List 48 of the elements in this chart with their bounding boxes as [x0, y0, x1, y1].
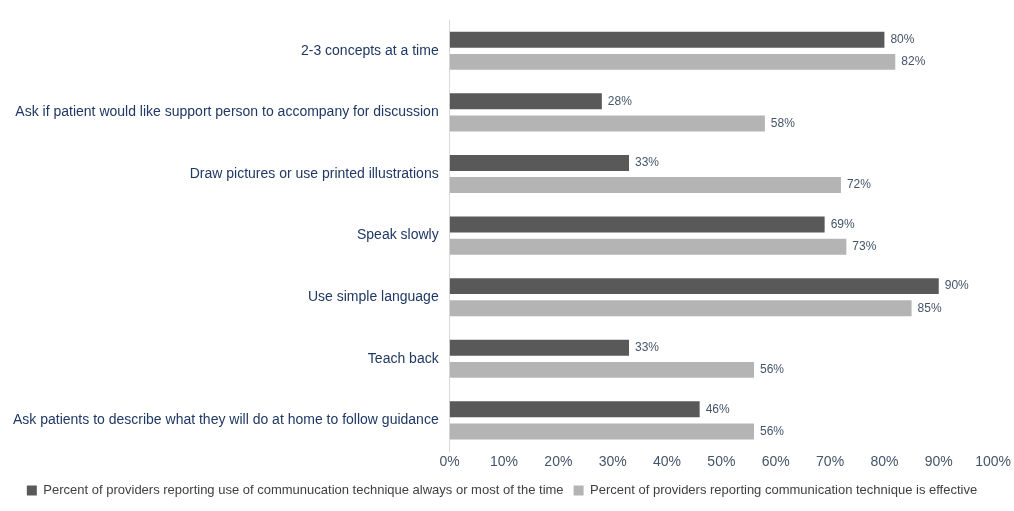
bar: [449, 154, 630, 171]
bar: [449, 278, 939, 295]
y-tick-label: 2-3 concepts at a time: [300, 41, 439, 58]
y-tick-label: Draw pictures or use printed illustrations: [189, 164, 439, 181]
x-tick-label: 40%: [653, 453, 682, 470]
data-label: 56%: [759, 362, 785, 377]
data-label: 58%: [770, 115, 796, 130]
data-label: 28%: [607, 93, 633, 108]
data-label: 85%: [917, 300, 942, 315]
bar: [449, 423, 754, 440]
bar: [449, 401, 700, 418]
y-tick-label: Speak slowly: [356, 226, 439, 243]
x-tick-label: 80%: [870, 453, 899, 470]
y-tick-label: Use simple language: [307, 288, 439, 305]
bar: [449, 339, 630, 356]
data-label: 90%: [944, 278, 970, 293]
x-tick-label: 100%: [975, 453, 1011, 470]
data-label: 56%: [759, 423, 785, 438]
bar: [449, 361, 754, 378]
data-label: 80%: [890, 32, 915, 47]
data-label: 33%: [635, 155, 660, 170]
bar: [449, 216, 825, 233]
x-tick-label: 60%: [761, 453, 790, 470]
data-label: 33%: [635, 340, 660, 355]
legend-label: Percent of providers reporting communication technique is effective: [590, 482, 978, 498]
data-label: 82%: [901, 54, 926, 69]
bar: [449, 238, 847, 255]
bar: [449, 53, 896, 70]
x-tick-label: 70%: [816, 453, 845, 470]
bar: [449, 93, 602, 110]
x-tick-label: 50%: [707, 453, 736, 470]
data-label: 73%: [852, 239, 877, 253]
bar: [449, 31, 885, 48]
data-label: 69%: [830, 216, 855, 231]
bar: [449, 177, 841, 194]
legend-label: Percent of providers reporting use of communucation technique always or most of the time: [43, 482, 564, 498]
data-label: 46%: [705, 401, 730, 416]
y-tick-label: Ask patients to describe what they will do at home to follow guidance: [12, 411, 439, 428]
x-tick-label: 20%: [544, 453, 573, 470]
bar: [449, 115, 765, 132]
bar: [449, 300, 912, 317]
data-label: 72%: [846, 177, 872, 192]
x-tick-label: 0%: [439, 453, 460, 470]
x-tick-label: 90%: [924, 453, 953, 470]
x-tick-label: 10%: [490, 453, 519, 470]
y-tick-label: Teach back: [367, 349, 440, 366]
x-tick-label: 30%: [598, 453, 627, 470]
y-tick-label: Ask if patient would like support person to accompany for discussion: [15, 103, 439, 120]
